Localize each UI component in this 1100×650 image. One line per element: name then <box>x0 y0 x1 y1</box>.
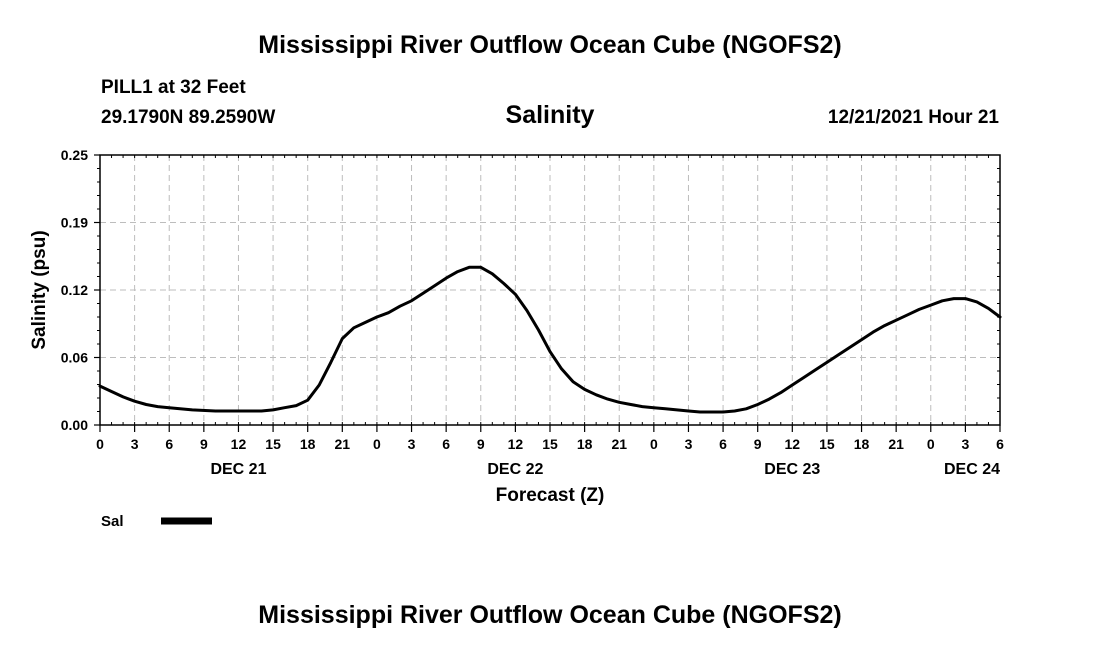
x-tick-label: 6 <box>442 436 450 452</box>
y-axis-label: Salinity (psu) <box>29 230 50 349</box>
station-label: PILL1 at 32 Feet <box>101 77 246 98</box>
x-tick-label: 18 <box>854 436 870 452</box>
station-coordinates: 29.1790N 89.2590W <box>101 107 276 128</box>
x-tick-label: 3 <box>685 436 693 452</box>
variable-title: Salinity <box>505 101 595 129</box>
x-tick-label: 9 <box>200 436 208 452</box>
x-axis-label: Forecast (Z) <box>496 485 605 506</box>
legend-label: Sal <box>101 513 124 530</box>
x-tick-label: 9 <box>754 436 762 452</box>
series-line-sal <box>98 265 1002 414</box>
x-tick-labels: 0 3 6 9 12 15 18 21 0 3 6 9 12 15 18 21 0 3 6 9 12 15 18 21 0 3 6 <box>96 425 1004 452</box>
x-tick-label: 21 <box>335 436 351 452</box>
x-tick-label: 18 <box>300 436 316 452</box>
x-tick-label: 15 <box>819 436 835 452</box>
x-tick-label: 12 <box>785 436 801 452</box>
x-tick-label: 6 <box>719 436 727 452</box>
chart-title: Mississippi River Outflow Ocean Cube (NG… <box>258 31 842 59</box>
x-tick-label: 0 <box>373 436 381 452</box>
date-label: DEC 21 <box>210 461 266 478</box>
x-tick-label: 21 <box>888 436 904 452</box>
x-tick-label: 15 <box>265 436 281 452</box>
y-tick-label: 0.12 <box>61 282 88 298</box>
x-tick-label: 6 <box>996 436 1004 452</box>
y-tick-label: 0.19 <box>61 215 88 231</box>
date-labels: DEC 21 DEC 22 DEC 23 DEC 24 <box>210 461 1000 478</box>
x-tick-label: 3 <box>961 436 969 452</box>
y-tick-label: 0.00 <box>61 417 88 433</box>
x-tick-label: 0 <box>96 436 104 452</box>
footer-title: Mississippi River Outflow Ocean Cube (NG… <box>258 601 842 629</box>
x-tick-label: 18 <box>577 436 593 452</box>
x-tick-label: 3 <box>131 436 139 452</box>
forecast-datetime: 12/21/2021 Hour 21 <box>827 107 999 128</box>
date-label: DEC 22 <box>487 461 543 478</box>
x-tick-label: 6 <box>165 436 173 452</box>
y-tick-label: 0.06 <box>61 350 88 366</box>
y-tick-label: 0.25 <box>61 147 88 163</box>
x-tick-label: 0 <box>650 436 658 452</box>
x-tick-label: 3 <box>408 436 416 452</box>
date-label: DEC 23 <box>764 461 820 478</box>
x-tick-label: 9 <box>477 436 485 452</box>
x-tick-label: 15 <box>542 436 558 452</box>
y-tick-labels: 0.00 0.06 0.12 0.19 0.25 <box>61 147 100 433</box>
series-layer <box>98 265 1002 414</box>
date-label: DEC 24 <box>944 461 1000 478</box>
x-tick-label: 0 <box>927 436 935 452</box>
chart-grid <box>100 155 1000 425</box>
x-tick-label: 21 <box>611 436 627 452</box>
x-tick-label: 12 <box>508 436 524 452</box>
x-tick-label: 12 <box>231 436 247 452</box>
